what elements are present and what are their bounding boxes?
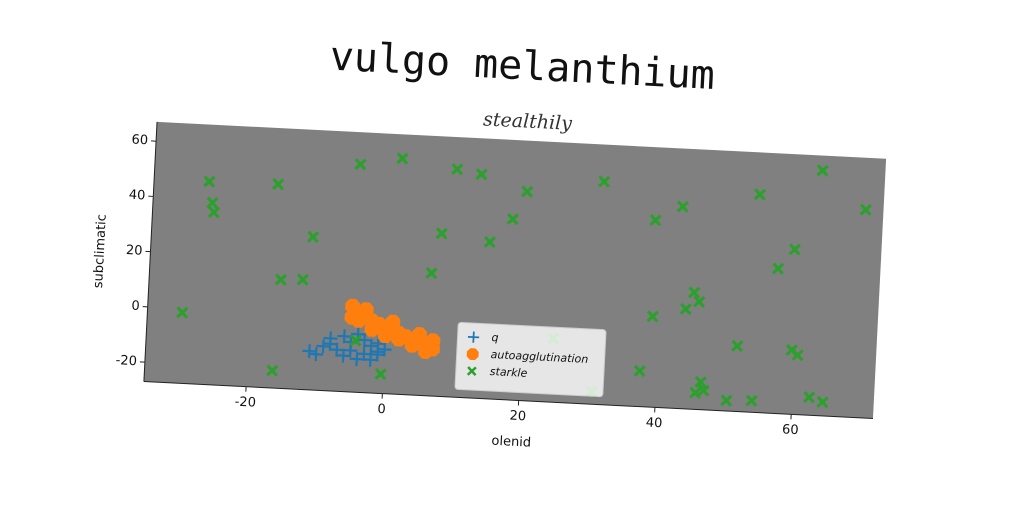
marker	[363, 352, 378, 367]
y-tick-label: 60	[131, 132, 148, 148]
marker	[176, 306, 189, 319]
x-tick-label: 20	[509, 409, 526, 425]
marker	[791, 348, 804, 362]
marker	[207, 206, 221, 219]
marker	[520, 185, 534, 198]
marker	[274, 273, 288, 286]
marker	[506, 212, 519, 226]
marker	[349, 352, 364, 367]
marker	[598, 175, 611, 188]
marker	[697, 384, 710, 397]
marker	[306, 230, 320, 244]
marker	[688, 286, 701, 299]
marker	[646, 310, 659, 323]
y-tick-label: 20	[126, 243, 143, 259]
marker	[296, 273, 309, 286]
x-tick-label: 0	[377, 402, 386, 417]
marker	[370, 344, 385, 359]
marker	[679, 302, 693, 316]
chart-title: vulgo melanthium	[329, 34, 716, 99]
chart-body: vulgo melanthium stealthily olenid subcl…	[91, 34, 887, 451]
marker	[354, 158, 367, 171]
marker	[272, 178, 285, 191]
legend-label: q	[491, 331, 499, 344]
x-tick-label: 60	[782, 422, 799, 438]
marker	[693, 295, 706, 308]
marker	[385, 314, 401, 330]
marker	[771, 262, 785, 275]
marker	[323, 336, 338, 351]
marker	[633, 364, 646, 378]
marker	[745, 394, 758, 407]
marker	[753, 188, 767, 201]
marker	[435, 227, 448, 240]
marker	[467, 331, 480, 343]
y-axis-label: subclimatic	[91, 214, 110, 289]
marker	[816, 164, 829, 177]
marker	[451, 163, 464, 176]
marker	[425, 266, 438, 280]
marker	[417, 343, 434, 360]
legend-label: starkle	[490, 365, 528, 380]
marker	[788, 243, 801, 256]
marker	[203, 175, 216, 188]
marker	[802, 391, 816, 404]
marker	[391, 331, 407, 347]
marker	[396, 152, 409, 165]
marker	[689, 386, 702, 400]
marker	[411, 327, 428, 343]
y-tick-label: 40	[128, 188, 145, 204]
marker	[364, 321, 380, 337]
y-tick-label: 0	[131, 299, 140, 314]
marker	[816, 395, 829, 409]
x-tick-label: 40	[645, 415, 662, 431]
legend-box	[454, 321, 607, 398]
marker	[206, 196, 219, 209]
marker	[309, 347, 324, 362]
axis-left	[143, 121, 158, 382]
marker	[720, 394, 733, 407]
axis-bottom	[143, 381, 873, 419]
marker	[649, 214, 662, 227]
x-tick-label: -20	[234, 395, 256, 411]
marker	[336, 348, 351, 363]
marker	[483, 235, 496, 249]
y-tick-label: -20	[115, 353, 137, 369]
chart-subtitle: stealthily	[483, 108, 573, 134]
marker	[377, 328, 393, 344]
marker	[358, 302, 374, 318]
marker	[265, 364, 279, 377]
marker	[731, 339, 744, 353]
marker	[694, 375, 707, 389]
legend-label: autoagglutination	[490, 348, 588, 366]
marker	[466, 348, 479, 361]
marker	[859, 203, 872, 217]
marker	[316, 339, 331, 354]
x-axis-label: olenid	[491, 434, 531, 451]
marker	[374, 367, 387, 381]
marker	[302, 344, 317, 359]
marker	[466, 366, 477, 377]
marker	[349, 334, 362, 347]
marker	[676, 200, 690, 213]
marker	[475, 168, 488, 181]
